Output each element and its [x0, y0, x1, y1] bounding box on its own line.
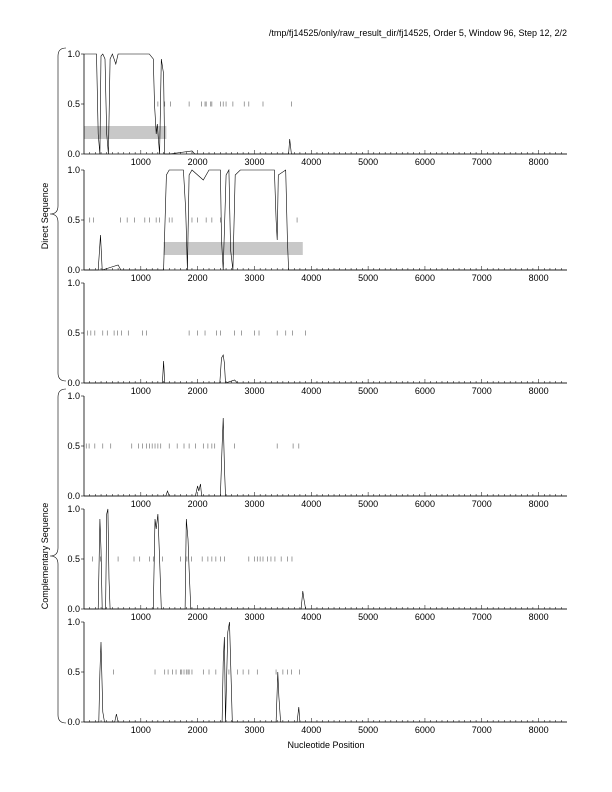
x-tick-label: 1000: [131, 612, 151, 622]
y-tick-label: 0.0: [67, 604, 80, 614]
x-tick-label: 2000: [188, 273, 208, 283]
x-tick-label: 2000: [188, 386, 208, 396]
direct-sequence-label: Direct Sequence: [40, 183, 50, 250]
x-tick-label: 5000: [358, 499, 378, 509]
x-tick-label: 3000: [244, 386, 264, 396]
x-tick-label: 6000: [415, 499, 435, 509]
x-tick-label: 3000: [244, 725, 264, 735]
complementary-sequence-brace: [49, 388, 67, 724]
y-tick-label: 0.5: [67, 328, 80, 338]
x-tick-label: 5000: [358, 273, 378, 283]
figure-title: /tmp/fj14525/only/raw_result_dir/fj14525…: [269, 28, 567, 38]
y-tick-label: 1.0: [67, 49, 80, 59]
x-tick-label: 7000: [472, 273, 492, 283]
x-tick-label: 4000: [301, 273, 321, 283]
panel-1-curve: [84, 53, 567, 155]
x-tick-label: 7000: [472, 157, 492, 167]
y-tick-label: 0.0: [67, 378, 80, 388]
x-tick-label: 7000: [472, 499, 492, 509]
x-tick-label: 5000: [358, 386, 378, 396]
panel-2: 0.0 0.5 1.0 1000 2000 3000 4000 5000 6000 7000 800…: [67, 165, 567, 283]
x-tick-label: 6000: [415, 157, 435, 167]
x-tick-label: 7000: [472, 612, 492, 622]
panel-1-region: [84, 126, 167, 139]
x-tick-label: 7000: [472, 725, 492, 735]
x-tick-label: 8000: [529, 386, 549, 396]
y-tick-label: 0.5: [67, 215, 80, 225]
x-tick-label: 4000: [301, 157, 321, 167]
y-tick-label: 1.0: [67, 278, 80, 288]
panel-4-curve: [84, 417, 567, 497]
x-tick-label: 8000: [529, 725, 549, 735]
x-tick-label: 5000: [358, 725, 378, 735]
panel-3-curve: [84, 354, 567, 384]
x-tick-label: 4000: [301, 499, 321, 509]
y-tick-label: 1.0: [67, 165, 80, 175]
direct-sequence-brace: [49, 47, 67, 382]
x-tick-label: 3000: [244, 273, 264, 283]
y-tick-label: 0.0: [67, 717, 80, 727]
y-tick-label: 0.0: [67, 149, 80, 159]
panel-3: 0.0 0.5 1.0 1000 2000 3000 4000 5000 6000 7000 800…: [67, 278, 567, 396]
x-tick-label: 2000: [188, 157, 208, 167]
x-tick-label: 8000: [529, 157, 549, 167]
y-tick-label: 0.5: [67, 441, 80, 451]
panel-1: 0.0 0.5 1.0 1000 2000 3000 4000 5000 6000 7000 800…: [67, 49, 567, 167]
x-tick-label: 8000: [529, 612, 549, 622]
panels: 0.0 0.5 1.0 1000 2000 3000 4000 5000 6000 7000 800…: [67, 49, 567, 735]
x-tick-label: 4000: [301, 386, 321, 396]
x-axis-label: Nucleotide Position: [287, 740, 364, 750]
x-tick-label: 1000: [131, 499, 151, 509]
x-tick-label: 6000: [415, 386, 435, 396]
y-tick-label: 1.0: [67, 391, 80, 401]
y-tick-label: 1.0: [67, 504, 80, 514]
panel-4: 0.0 0.5 1.0 1000 2000 3000 4000 5000 6000 7000 800…: [67, 391, 567, 509]
x-tick-label: 8000: [529, 499, 549, 509]
y-tick-label: 0.0: [67, 265, 80, 275]
x-tick-label: 1000: [131, 157, 151, 167]
x-tick-label: 3000: [244, 157, 264, 167]
y-tick-label: 0.5: [67, 554, 80, 564]
x-tick-label: 5000: [358, 157, 378, 167]
panel-5: 0.0 0.5 1.0 1000 2000 3000 4000 5000 6000 7000 800…: [67, 504, 567, 622]
x-tick-label: 2000: [188, 612, 208, 622]
x-tick-label: 6000: [415, 273, 435, 283]
x-tick-label: 5000: [358, 612, 378, 622]
x-tick-label: 4000: [301, 612, 321, 622]
y-tick-label: 0.5: [67, 99, 80, 109]
group-braces: Direct Sequence Complementary Sequence: [40, 47, 67, 724]
y-tick-label: 0.5: [67, 667, 80, 677]
x-tick-label: 4000: [301, 725, 321, 735]
y-tick-label: 1.0: [67, 617, 80, 627]
x-tick-label: 2000: [188, 725, 208, 735]
y-tick-label: 0.0: [67, 491, 80, 501]
x-tick-label: 2000: [188, 499, 208, 509]
x-tick-label: 3000: [244, 499, 264, 509]
x-tick-label: 3000: [244, 612, 264, 622]
panel-6-curve: [84, 621, 567, 723]
panel-2-curve: [84, 168, 567, 271]
x-tick-label: 1000: [131, 386, 151, 396]
x-tick-label: 6000: [415, 612, 435, 622]
x-tick-label: 7000: [472, 386, 492, 396]
panel-6: 0.0 0.5 1.0 1000 2000 3000 4000 5000 6000 7000 800…: [67, 617, 567, 735]
x-tick-label: 6000: [415, 725, 435, 735]
x-tick-label: 8000: [529, 273, 549, 283]
complementary-sequence-label: Complementary Sequence: [40, 503, 50, 610]
panel-5-curve: [84, 508, 567, 610]
x-tick-label: 1000: [131, 273, 151, 283]
x-tick-label: 1000: [131, 725, 151, 735]
